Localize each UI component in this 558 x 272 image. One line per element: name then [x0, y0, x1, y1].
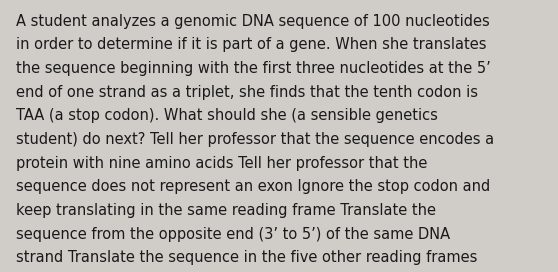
Text: TAA (a stop codon). What should she (a sensible genetics: TAA (a stop codon). What should she (a s… [16, 108, 437, 123]
Text: in order to determine if it is part of a gene. When she translates: in order to determine if it is part of a… [16, 37, 486, 52]
Text: A student analyzes a genomic DNA sequence of 100 nucleotides: A student analyzes a genomic DNA sequenc… [16, 14, 489, 29]
Text: sequence from the opposite end (3’ to 5’) of the same DNA: sequence from the opposite end (3’ to 5’… [16, 227, 450, 242]
Text: the sequence beginning with the first three nucleotides at the 5’: the sequence beginning with the first th… [16, 61, 490, 76]
Text: keep translating in the same reading frame Translate the: keep translating in the same reading fra… [16, 203, 436, 218]
Text: student) do next? Tell her professor that the sequence encodes a: student) do next? Tell her professor tha… [16, 132, 494, 147]
Text: protein with nine amino acids Tell her professor that the: protein with nine amino acids Tell her p… [16, 156, 427, 171]
Text: strand Translate the sequence in the five other reading frames: strand Translate the sequence in the fiv… [16, 250, 477, 265]
Text: sequence does not represent an exon Ignore the stop codon and: sequence does not represent an exon Igno… [16, 179, 490, 194]
Text: end of one strand as a triplet, she finds that the tenth codon is: end of one strand as a triplet, she find… [16, 85, 478, 100]
